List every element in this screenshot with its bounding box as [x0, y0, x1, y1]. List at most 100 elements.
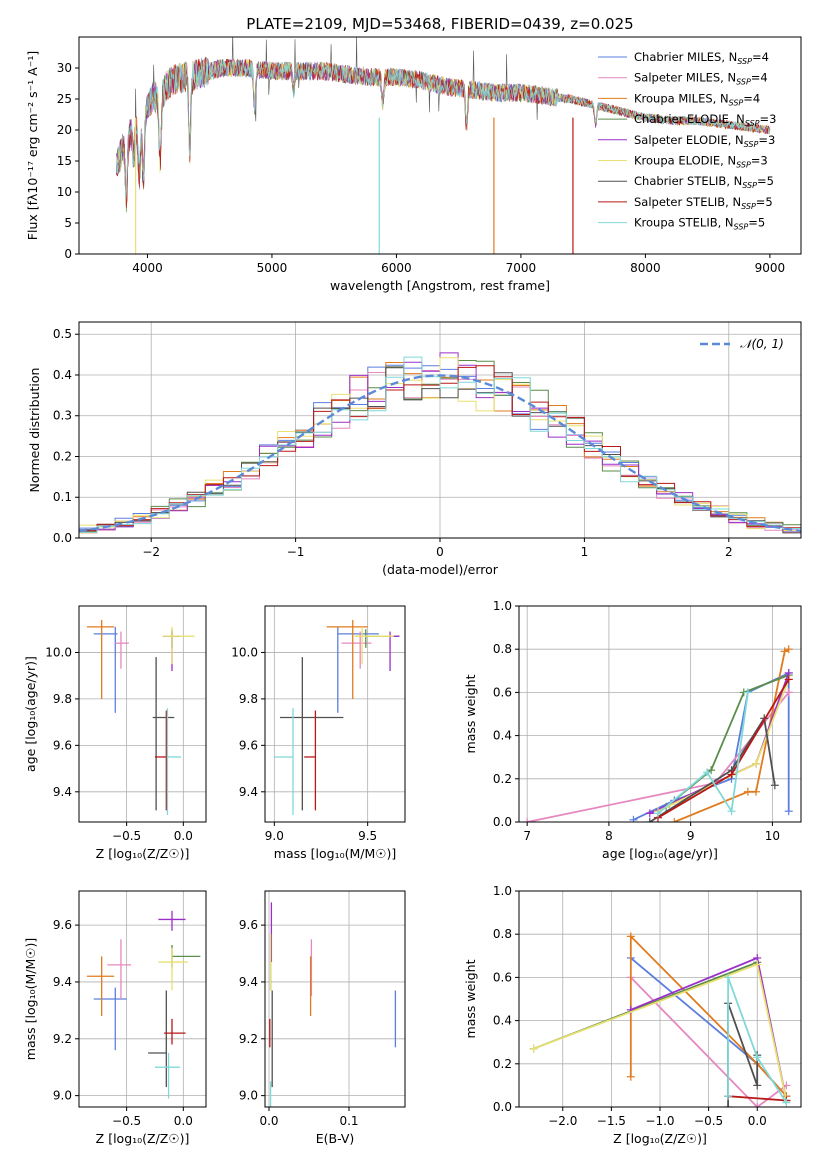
x-tick-label: 8000	[630, 261, 661, 275]
plot-area	[519, 606, 801, 822]
x-axis-label: mass [log₁₀(M/M☉)]	[274, 846, 396, 861]
x-tick-label: 0.0	[748, 1114, 767, 1128]
y-tick-label: 0.3	[53, 409, 72, 423]
x-tick-label: 6000	[381, 261, 412, 275]
y-axis-label: mass [log₁₀(M/M☉)]	[23, 938, 38, 1060]
y-tick-label: 9.4	[53, 975, 72, 989]
spectrum-line	[116, 57, 771, 208]
x-tick-label: 10	[765, 829, 780, 843]
error-bar	[279, 657, 344, 811]
axes-frame	[264, 890, 406, 1108]
error-bar	[171, 945, 201, 968]
axes-frame	[264, 605, 406, 823]
y-tick-label: 9.4	[239, 785, 258, 799]
weight-marker	[743, 688, 752, 697]
y-tick-label: 9.6	[239, 918, 258, 932]
y-tick-label: 20	[57, 123, 72, 137]
weight-marker	[784, 688, 793, 697]
spectrum-line	[116, 59, 771, 213]
weight-marker	[753, 1103, 762, 1107]
weight-line	[657, 692, 749, 815]
weight-marker	[626, 932, 635, 941]
y-tick-label: 9.6	[53, 918, 72, 932]
error-bar	[115, 631, 129, 669]
panel-5: 7 8 9 10 0.0 0.2 0.4 0.6 0.8 1.0 age [log₁₀(age/yr…	[463, 599, 802, 861]
x-tick-label: 5000	[257, 261, 288, 275]
plot-area	[265, 891, 405, 1107]
error-bar	[158, 910, 186, 931]
y-tick-label: 0.8	[493, 927, 512, 941]
x-tick-label: 8	[605, 829, 613, 843]
y-tick-label: 15	[57, 154, 72, 168]
x-tick-label: 0.0	[174, 829, 193, 843]
error-bar	[274, 708, 294, 816]
panel-8: −2.0 −1.5 −1.0 −0.5 0.0 0.0 0.2 0.4 0.6 0.8 1.0 Z […	[463, 884, 802, 1146]
y-tick-label: 9.6	[239, 738, 258, 752]
y-tick-label: 1.0	[493, 599, 512, 613]
plot-area	[265, 606, 405, 822]
x-tick-label: −0.5	[694, 1114, 723, 1128]
error-bar	[326, 619, 368, 699]
error-bar	[154, 1053, 180, 1099]
y-axis-label: mass weight	[463, 959, 478, 1038]
y-tick-label: 0.8	[493, 642, 512, 656]
weight-marker	[653, 809, 662, 818]
error-bar	[152, 657, 175, 811]
weight-marker	[770, 781, 779, 790]
x-axis-label: Z [log₁₀(Z/Z☉)]	[613, 1131, 707, 1146]
panel-7: 0.0 0.1 9.0 9.2 9.4 9.6 E(B-V)	[239, 890, 406, 1146]
legend: 𝒩(0, 1)	[700, 337, 784, 351]
plot-area	[79, 322, 801, 538]
legend-entry: Salpeter MILES, NSSP=4	[634, 71, 768, 87]
x-tick-label: −2	[142, 545, 160, 559]
y-axis-label: Normed distribution	[27, 368, 42, 493]
x-axis-label: Z [log₁₀(Z/Z☉)]	[96, 1131, 190, 1146]
weight-marker	[670, 818, 679, 822]
y-tick-label: 0.0	[493, 1100, 512, 1114]
error-bar	[158, 947, 188, 991]
error-bar	[154, 710, 167, 811]
error-bar	[107, 939, 132, 999]
plot-area	[519, 891, 801, 1107]
weight-marker	[784, 645, 793, 654]
y-tick-label: 10.0	[45, 645, 72, 659]
y-tick-label: 10.0	[231, 645, 258, 659]
error-bar	[166, 708, 182, 816]
y-tick-label: 9.8	[53, 692, 72, 706]
y-tick-label: 0.2	[493, 772, 512, 786]
weight-marker	[645, 809, 654, 818]
legend-entry: Kroupa STELIB, NSSP=5	[634, 216, 765, 232]
y-tick-label: 0.2	[53, 449, 72, 463]
weight-marker	[703, 768, 711, 777]
weight-marker	[707, 766, 716, 775]
weight-marker	[724, 973, 733, 982]
error-bar	[365, 629, 400, 648]
x-axis-label: wavelength [Angstrom, rest frame]	[330, 278, 550, 293]
weight-line	[665, 674, 790, 808]
y-tick-label: 9.4	[239, 975, 258, 989]
x-tick-label: −1.0	[645, 1114, 674, 1128]
error-bar	[86, 619, 115, 699]
y-axis-label: age [log₁₀(age/yr)]	[23, 656, 38, 772]
weight-marker	[753, 1053, 762, 1062]
weight-marker	[784, 807, 793, 816]
weight-line	[527, 691, 790, 822]
y-tick-label: 0.2	[493, 1057, 512, 1071]
y-axis-label: Flux [fλ10⁻¹⁷ erg cm⁻² s⁻¹ A⁻¹]	[25, 51, 40, 240]
weight-marker	[780, 647, 789, 656]
y-tick-label: 9.4	[53, 785, 72, 799]
weight-marker	[529, 1044, 538, 1053]
figure-title: PLATE=2109, MJD=53468, FIBERID=0439, z=0…	[246, 15, 633, 33]
weight-line	[727, 977, 788, 1104]
legend-entry: Salpeter STELIB, NSSP=5	[634, 195, 773, 211]
y-tick-label: 10	[57, 185, 72, 199]
x-tick-label: 0.1	[339, 1114, 358, 1128]
y-tick-label: 0.5	[53, 327, 72, 341]
y-tick-label: 9.2	[53, 1032, 72, 1046]
x-tick-label: 9	[687, 829, 695, 843]
y-axis-label: mass weight	[463, 674, 478, 753]
panel-1: 4000 5000 6000 7000 8000 9000 0 5 10 15 20 25 30 wave…	[25, 36, 802, 293]
y-tick-label: 0.0	[53, 531, 72, 545]
x-axis-label: E(B-V)	[316, 1131, 355, 1146]
